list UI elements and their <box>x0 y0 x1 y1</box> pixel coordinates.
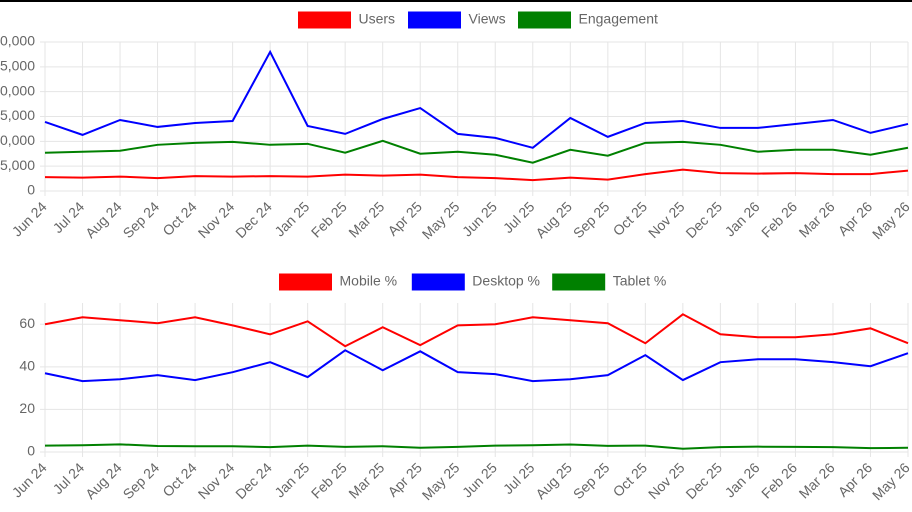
x-tick-label: Sep 24 <box>120 459 163 502</box>
x-tick-label: May 26 <box>869 459 912 503</box>
x-tick-label: Nov 24 <box>195 459 238 502</box>
x-tick-label: Oct 24 <box>159 198 200 239</box>
legend-swatch <box>298 11 351 29</box>
x-tick-label: Oct 24 <box>159 459 200 500</box>
y-tick-label: 60 <box>19 315 35 331</box>
legend-label: Users <box>359 11 396 27</box>
x-tick-label: Jan 25 <box>271 198 312 239</box>
x-tick-label: Mar 25 <box>345 459 387 501</box>
legend-label: Engagement <box>579 11 659 27</box>
x-tick-label: Feb 26 <box>758 459 800 501</box>
x-tick-label: May 26 <box>869 198 912 242</box>
legend-swatch <box>411 273 465 291</box>
x-tick-label: Dec 25 <box>682 459 725 502</box>
x-tick-label: Sep 24 <box>120 198 163 241</box>
x-tick-label: Dec 25 <box>682 198 725 241</box>
x-tick-label: Sep 25 <box>570 198 613 241</box>
x-tick-label: Mar 25 <box>345 198 387 240</box>
x-tick-label: Oct 25 <box>610 459 651 500</box>
series-line <box>44 49 909 149</box>
series-line <box>44 139 909 164</box>
y-tick-label: 5,000 <box>0 157 35 173</box>
x-tick-label: Aug 24 <box>82 198 125 241</box>
x-tick-label: May 25 <box>419 198 463 242</box>
y-tick-label: 0 <box>27 182 35 198</box>
x-tick-label: Apr 25 <box>384 459 425 500</box>
x-tick-label: Dec 24 <box>232 198 275 241</box>
series-line <box>44 443 909 450</box>
y-tick-label: 30,000 <box>0 33 35 49</box>
x-tick-label: Jan 26 <box>722 459 763 500</box>
x-tick-label: Feb 26 <box>758 198 800 240</box>
x-tick-label: Jun 25 <box>459 198 500 239</box>
x-tick-label: May 25 <box>419 459 463 503</box>
x-tick-label: Jun 25 <box>459 459 500 500</box>
x-tick-label: Apr 26 <box>835 198 876 239</box>
x-tick-label: Apr 25 <box>384 198 425 239</box>
x-tick-label: Aug 25 <box>532 459 575 502</box>
y-tick-label: 40 <box>19 358 35 374</box>
legend-label: Desktop % <box>472 273 540 289</box>
y-tick-label: 10,000 <box>0 132 35 148</box>
legend-label: Views <box>469 11 506 27</box>
series-line <box>44 313 909 348</box>
x-tick-label: Jun 24 <box>9 459 50 500</box>
legend-label: Tablet % <box>613 273 667 289</box>
x-tick-label: Aug 25 <box>532 198 575 241</box>
legend-swatch <box>408 11 461 29</box>
x-tick-label: Dec 24 <box>232 459 275 502</box>
y-tick-label: 20 <box>19 400 35 416</box>
x-tick-label: Feb 25 <box>308 198 350 240</box>
legend-swatch <box>552 273 606 291</box>
x-tick-label: Jun 24 <box>9 198 50 239</box>
legend-swatch <box>518 11 571 29</box>
y-tick-label: 25,000 <box>0 58 35 74</box>
y-tick-label: 0 <box>27 443 35 459</box>
x-tick-label: Nov 24 <box>195 198 238 241</box>
legend-swatch <box>279 273 332 291</box>
top-border <box>0 0 912 2</box>
y-tick-label: 20,000 <box>0 82 35 98</box>
series-line <box>44 168 909 182</box>
x-tick-label: Sep 25 <box>570 459 613 502</box>
x-tick-label: Oct 25 <box>610 198 651 239</box>
y-tick-label: 15,000 <box>0 107 35 123</box>
x-tick-label: Jan 26 <box>722 198 763 239</box>
x-tick-label: Feb 25 <box>308 459 350 501</box>
x-tick-label: Apr 26 <box>835 459 876 500</box>
x-tick-label: Nov 25 <box>645 459 688 502</box>
legend-label: Mobile % <box>340 273 398 289</box>
x-tick-label: Aug 24 <box>82 459 125 502</box>
series-line <box>44 349 909 383</box>
x-tick-label: Mar 26 <box>796 198 838 240</box>
x-tick-label: Nov 25 <box>645 198 688 241</box>
x-tick-label: Jan 25 <box>271 459 312 500</box>
x-tick-label: Mar 26 <box>796 459 838 501</box>
